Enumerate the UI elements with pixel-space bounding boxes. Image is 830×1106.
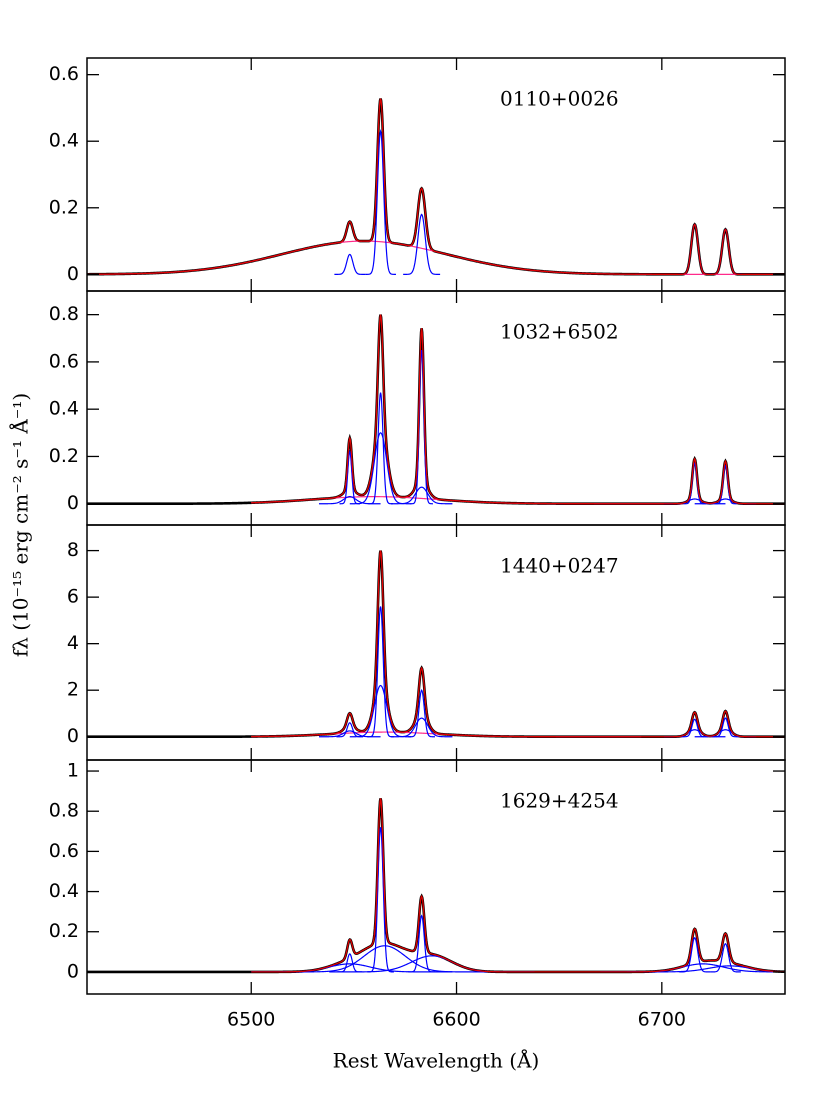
plot-frame [86, 524, 786, 761]
spectrum [86, 98, 785, 276]
component-line [318, 496, 381, 505]
component-line [339, 449, 361, 505]
y-tick-label: 0 [67, 960, 79, 982]
component-line [410, 350, 433, 505]
y-tick-label: 1 [67, 760, 79, 782]
plot-frame [86, 759, 786, 995]
spectrum [87, 550, 785, 739]
y-tick-label: 0.6 [49, 63, 79, 85]
component-line [390, 717, 453, 738]
y-tick-label: 0.2 [49, 196, 79, 218]
y-tick-label: 8 [67, 539, 79, 561]
panel-label: 0110+0026 [500, 87, 619, 111]
component-line [709, 228, 742, 275]
spectrum [87, 314, 785, 506]
y-tick-label: 0.8 [49, 303, 79, 325]
component-line [710, 943, 741, 973]
component-line [318, 730, 381, 738]
y-tick-label: 0 [67, 725, 79, 747]
fit-line [251, 314, 785, 505]
component-line [408, 914, 435, 973]
panel-label: 1032+6502 [500, 320, 619, 344]
y-tick-label: 6 [67, 586, 79, 608]
component-line [390, 486, 453, 505]
component-line [282, 945, 488, 973]
component-line [714, 464, 737, 505]
x-tick-label: 6600 [432, 1009, 480, 1031]
y-axis-label: fλ (10⁻¹⁵ erg cm⁻² s⁻¹ Å⁻¹) [8, 393, 33, 657]
component-line [683, 462, 706, 505]
y-tick-label: 0.8 [49, 800, 79, 822]
panel-label: 1629+4254 [500, 789, 619, 813]
panel-label: 1440+0247 [500, 554, 619, 578]
component-line [334, 253, 366, 275]
component-line [368, 392, 393, 505]
y-tick-label: 2 [67, 679, 79, 701]
spectrum [87, 798, 786, 974]
y-tick-label: 0.4 [49, 880, 79, 902]
y-tick-label: 0 [67, 263, 79, 285]
fit-line [86, 98, 785, 276]
x-tick-label: 6500 [227, 1009, 275, 1031]
component-line [403, 213, 441, 275]
x-tick-label: 6700 [638, 1009, 686, 1031]
y-tick-label: 0.6 [49, 840, 79, 862]
plot-frame [86, 290, 786, 526]
x-axis-label: Rest Wavelength (Å) [333, 1048, 540, 1073]
y-tick-label: 0.2 [49, 920, 79, 942]
y-tick-label: 4 [67, 632, 79, 654]
fit-line [251, 550, 785, 738]
component-line [365, 128, 396, 275]
component-line [678, 223, 712, 275]
component-line [349, 684, 412, 738]
fit-line [251, 798, 786, 973]
plot-frame [86, 57, 786, 292]
component-line [408, 689, 435, 738]
y-tick-label: 0.6 [49, 350, 79, 372]
y-tick-label: 0.2 [49, 445, 79, 467]
y-tick-label: 0 [67, 492, 79, 514]
y-tick-label: 0.4 [49, 398, 79, 420]
y-tick-label: 0.4 [49, 130, 79, 152]
